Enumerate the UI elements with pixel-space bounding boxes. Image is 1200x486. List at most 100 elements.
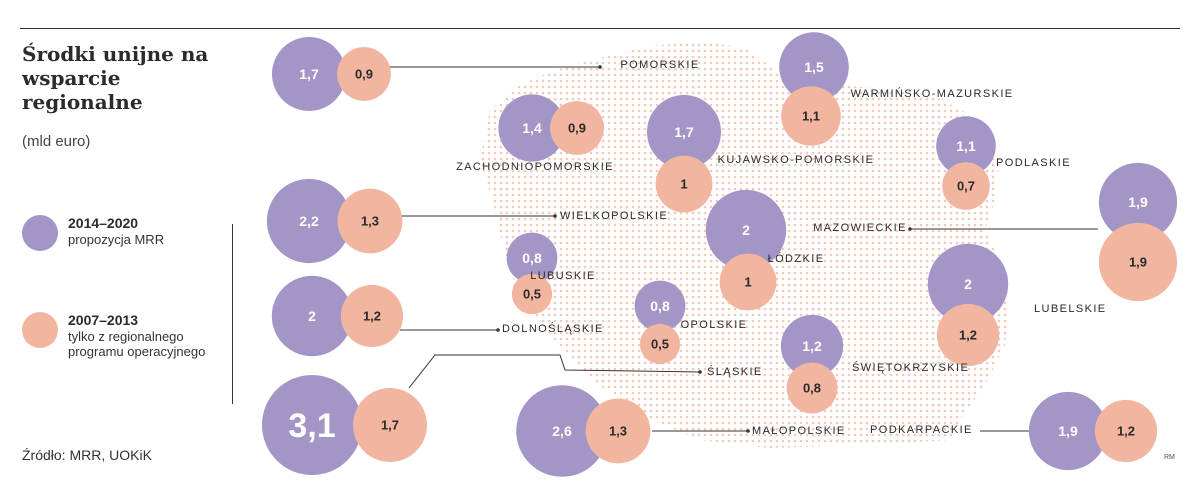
value-new-swietokrzyskie: 1,2: [802, 338, 822, 354]
value-new-podkarpackie: 1,9: [1058, 423, 1078, 439]
value-old-lodzkie: 1: [744, 275, 751, 290]
legend-sub-new: propozycja MRR: [68, 232, 165, 247]
region-label-swietokrzyskie: ŚWIĘTOKRZYSKIE: [852, 361, 969, 374]
bubble-new-kujawsko-pomorskie: [647, 95, 721, 169]
value-new-opolskie: 0,8: [650, 298, 670, 314]
region-label-podlaskie: PODLASKIE: [996, 157, 1071, 169]
region-label-podkarpackie: PODKARPACKIE: [870, 424, 973, 436]
connector-slaskie: [408, 354, 701, 389]
value-new-podlaskie: 1,1: [956, 138, 976, 154]
bubble-old-podlaskie: [942, 162, 990, 210]
value-old-dolnoslaskie: 1,2: [363, 309, 381, 324]
top-rule: [20, 28, 1180, 29]
value-new-pomorskie: 1,7: [299, 66, 319, 82]
bubble-new-warminsko-mazurskie: [779, 32, 849, 102]
unit-label: (mld euro): [22, 133, 91, 150]
bubble-old-dolnoslaskie: [340, 284, 404, 348]
bubbles-layer: 1,7 0,9 POMORSKIE 1,5 1,1 WARMIŃSKO-MAZURSKIE…: [262, 32, 1178, 477]
bubble-new-opolskie: [634, 280, 686, 332]
bubble-new-slaskie: [262, 375, 362, 475]
value-old-malopolskie: 1,3: [609, 424, 627, 439]
bubble-new-zachodniopomorskie: [498, 94, 566, 162]
region-label-malopolskie: MAŁOPOLSKIE: [752, 425, 846, 437]
legend-title-old: 2007–2013: [68, 312, 139, 328]
bubble-new-dolnoslaskie: [271, 275, 353, 357]
value-new-zachodniopomorskie: 1,4: [522, 120, 542, 136]
legend-title-new: 2014–2020: [68, 215, 139, 231]
value-old-podlaskie: 0,7: [957, 179, 975, 194]
bubble-new-lubuskie: [506, 232, 558, 284]
value-new-warminsko-mazurskie: 1,5: [804, 59, 824, 75]
value-old-swietokrzyskie: 0,8: [803, 381, 821, 396]
legend-swatch-old: [22, 312, 58, 348]
bubble-new-wielkopolskie: [266, 178, 352, 264]
region-label-lubuskie: LUBUSKIE: [530, 270, 596, 282]
bubble-old-kujawsko-pomorskie: [655, 155, 713, 213]
bubble-new-mazowieckie: [1098, 162, 1178, 242]
bubble-old-mazowieckie: [1098, 222, 1178, 302]
connector-end-slaskie: [698, 370, 702, 374]
bubble-new-lodzkie: [705, 189, 787, 271]
bubble-new-swietokrzyskie: [780, 314, 844, 378]
connector-lines: [389, 65, 1098, 433]
value-old-warminsko-mazurskie: 1,1: [802, 109, 820, 124]
bubble-old-pomorskie: [337, 47, 391, 101]
bubble-old-zachodniopomorskie: [550, 101, 604, 155]
value-new-dolnoslaskie: 2: [308, 308, 316, 324]
value-old-lubuskie: 0,5: [523, 287, 541, 302]
value-new-lodzkie: 2: [742, 222, 750, 238]
region-label-wielkopolskie: WIELKOPOLSKIE: [560, 210, 668, 222]
bubble-new-malopolskie: [516, 385, 608, 477]
bubble-new-lubelskie: [927, 243, 1009, 325]
value-old-pomorskie: 0,9: [355, 67, 373, 82]
bubble-old-swietokrzyskie: [786, 362, 838, 414]
bubble-old-opolskie: [639, 323, 681, 365]
legend-sub-old: tylko z regionalnego programu operacyjne…: [68, 329, 206, 359]
bubble-old-slaskie: [353, 388, 427, 462]
bubble-new-podlaskie: [936, 116, 996, 176]
bubble-old-lubelskie: [936, 303, 1000, 367]
region-label-mazowieckie: MAZOWIECKIE: [813, 222, 907, 234]
region-label-kujawsko-pomorskie: KUJAWSKO-POMORSKIE: [718, 154, 875, 166]
region-label-warminsko-mazurskie: WARMIŃSKO-MAZURSKIE: [850, 87, 1013, 100]
value-old-mazowieckie: 1,9: [1129, 255, 1147, 270]
value-old-kujawsko-pomorskie: 1: [680, 177, 687, 192]
region-label-pomorskie: POMORSKIE: [620, 59, 699, 71]
region-label-lubelskie: LUBELSKIE: [1034, 303, 1107, 315]
value-old-podkarpackie: 1,2: [1117, 424, 1135, 439]
value-new-malopolskie: 2,6: [552, 423, 572, 439]
bubble-old-lodzkie: [719, 253, 777, 311]
value-new-lubuskie: 0,8: [522, 250, 542, 266]
legend-swatch-new: [22, 215, 58, 251]
region-label-opolskie: OPOLSKIE: [681, 319, 748, 331]
value-old-slaskie: 1,7: [381, 418, 399, 433]
value-old-opolskie: 0,5: [651, 337, 669, 352]
value-old-wielkopolskie: 1,3: [361, 214, 379, 229]
region-label-dolnoslaskie: DOLNOŚLĄSKIE: [502, 322, 604, 335]
chart-title: Środki unijne na wsparcie regionalne: [22, 42, 209, 114]
value-new-wielkopolskie: 2,2: [299, 213, 319, 229]
bubble-new-podkarpackie: [1028, 391, 1108, 471]
bubble-old-warminsko-mazurskie: [781, 86, 841, 146]
region-label-zachodniopomorskie: ZACHODNIOPOMORSKIE: [456, 161, 614, 173]
value-old-lubelskie: 1,2: [959, 328, 977, 343]
value-old-zachodniopomorskie: 0,9: [568, 121, 586, 136]
region-label-lodzkie: ŁÓDZKIE: [768, 252, 825, 265]
bubble-new-pomorskie: [272, 37, 346, 111]
bubble-old-podkarpackie: [1094, 399, 1158, 463]
value-new-slaskie: 3,1: [288, 407, 335, 445]
bubble-old-lubuskie: [511, 273, 553, 315]
bubble-old-malopolskie: [585, 398, 651, 464]
connector-end-malopolskie: [746, 429, 750, 433]
connector-end-mazowieckie: [908, 227, 912, 231]
connector-end-wielkopolskie: [553, 214, 557, 218]
value-new-kujawsko-pomorskie: 1,7: [674, 124, 694, 140]
connector-end-pomorskie: [598, 65, 602, 69]
author-credit: RM: [1164, 454, 1175, 461]
connector-end-dolnoslaskie: [496, 328, 500, 332]
region-label-slaskie: ŚLĄSKIE: [707, 365, 763, 378]
legend-divider: [232, 224, 233, 404]
value-new-lubelskie: 2: [964, 276, 972, 292]
source-note: Źródło: MRR, UOKiK: [22, 447, 152, 463]
